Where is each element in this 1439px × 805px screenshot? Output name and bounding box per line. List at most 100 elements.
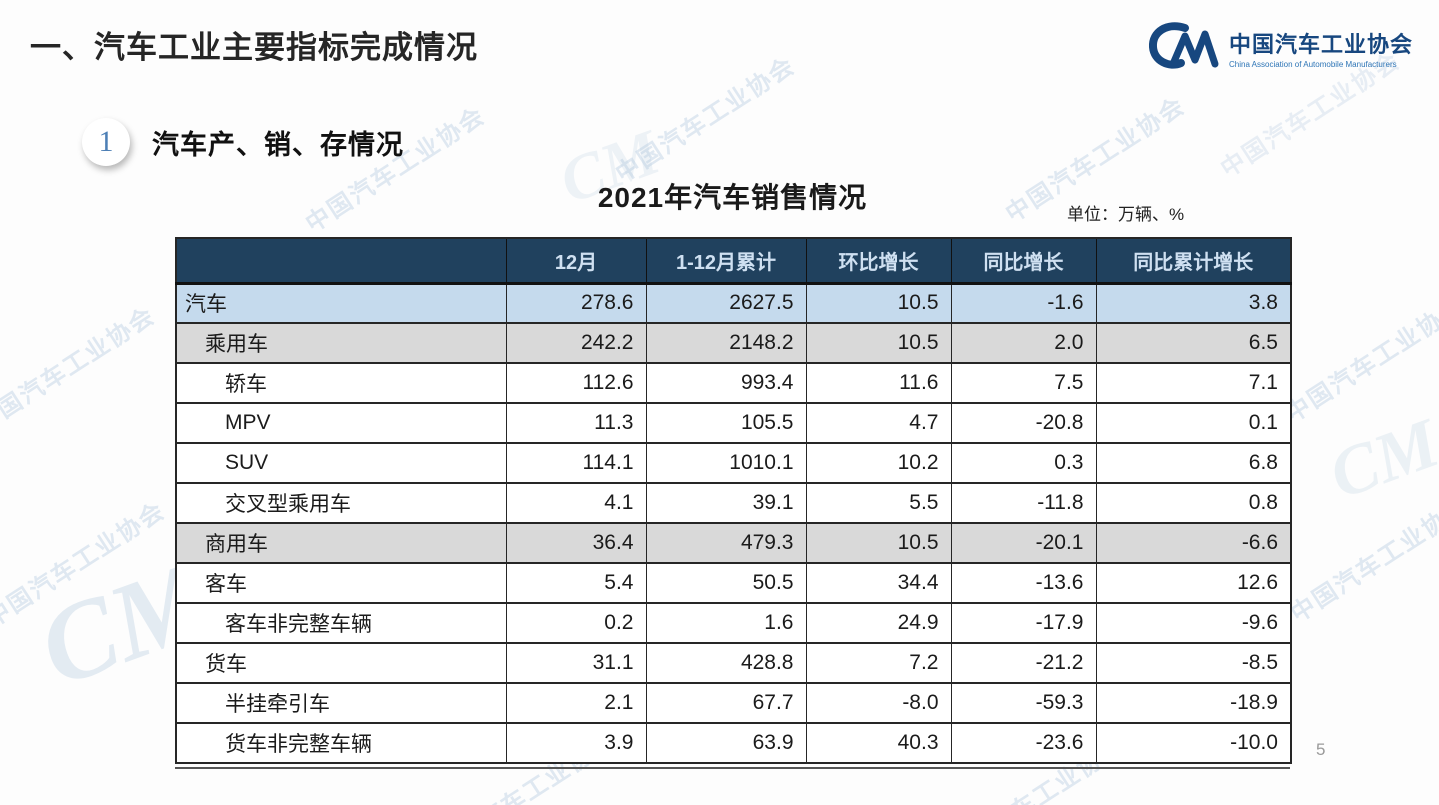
row-label: 客车 <box>175 562 507 604</box>
row-value: -20.1 <box>950 522 1097 564</box>
caam-logo-icon <box>1147 20 1221 75</box>
table-header-row: 12月 1-12月累计 环比增长 同比增长 同比累计增长 <box>175 237 1292 285</box>
row-value: 2627.5 <box>645 282 807 324</box>
row-value: 0.1 <box>1095 402 1292 444</box>
section-heading: 1 汽车产、销、存情况 <box>82 118 404 166</box>
watermark-text: 中国汽车工业协会 <box>1281 292 1439 428</box>
table-row: 轿车 112.6 993.4 11.6 7.5 7.1 <box>175 362 1292 404</box>
table-bottom-rule <box>175 767 1290 769</box>
row-value: -21.2 <box>950 642 1097 684</box>
row-value: 34.4 <box>805 562 952 604</box>
row-value: 2.0 <box>950 322 1097 364</box>
row-value: 10.2 <box>805 442 952 484</box>
watermark-text: 中国汽车工业协会 <box>0 497 171 633</box>
row-value: 63.9 <box>645 722 807 764</box>
row-value: 31.1 <box>505 642 647 684</box>
row-value: 278.6 <box>505 282 647 324</box>
table-row: 半挂牵引车 2.1 67.7 -8.0 -59.3 -18.9 <box>175 682 1292 724</box>
watermark-logo-mark: CM <box>1319 404 1439 515</box>
logo-name-cn: 中国汽车工业协会 <box>1228 31 1413 57</box>
logo-name-en: China Association of Automobile Manufact… <box>1228 59 1397 69</box>
row-label: 半挂牵引车 <box>175 682 507 724</box>
row-value: -6.6 <box>1095 522 1292 564</box>
row-label: 客车非完整车辆 <box>175 602 507 644</box>
row-value: 2148.2 <box>645 322 807 364</box>
row-value: -20.8 <box>950 402 1097 444</box>
sales-table: 12月 1-12月累计 环比增长 同比增长 同比累计增长 汽车 278.6 2627.5 10… <box>175 237 1292 764</box>
watermark-text: 中国汽车工业协会 <box>1286 492 1439 628</box>
table-row: MPV 11.3 105.5 4.7 -20.8 0.1 <box>175 402 1292 444</box>
row-value: 7.5 <box>950 362 1097 404</box>
section-title: 汽车产、销、存情况 <box>152 129 404 160</box>
row-value: 3.8 <box>1095 282 1292 324</box>
column-header: 同比累计增长 <box>1095 237 1292 285</box>
row-value: 10.5 <box>805 522 952 564</box>
row-label: 汽车 <box>175 282 507 324</box>
row-value: 24.9 <box>805 602 952 644</box>
row-value: -13.6 <box>950 562 1097 604</box>
unit-note: 单位：万辆、% <box>1067 205 1185 224</box>
row-label: 轿车 <box>175 362 507 404</box>
column-header: 环比增长 <box>805 237 952 285</box>
row-value: 7.2 <box>805 642 952 684</box>
row-value: 39.1 <box>645 482 807 524</box>
row-label: MPV <box>175 402 507 444</box>
row-value: -18.9 <box>1095 682 1292 724</box>
row-value: 11.3 <box>505 402 647 444</box>
sales-table-body: 汽车 278.6 2627.5 10.5 -1.6 3.8 乘用车 242.2 2148.2 10… <box>175 282 1292 764</box>
row-value: 6.8 <box>1095 442 1292 484</box>
row-value: 4.7 <box>805 402 952 444</box>
page-title: 一、汽车工业主要指标完成情况 <box>30 30 478 65</box>
row-label: 乘用车 <box>175 322 507 364</box>
row-value: 12.6 <box>1095 562 1292 604</box>
row-label: 货车 <box>175 642 507 684</box>
table-row: 货车 31.1 428.8 7.2 -21.2 -8.5 <box>175 642 1292 684</box>
row-value: -59.3 <box>950 682 1097 724</box>
row-value: 242.2 <box>505 322 647 364</box>
column-header: 同比增长 <box>950 237 1097 285</box>
row-value: 6.5 <box>1095 322 1292 364</box>
row-label: 交叉型乘用车 <box>175 482 507 524</box>
row-value: -11.8 <box>950 482 1097 524</box>
row-value: -10.0 <box>1095 722 1292 764</box>
row-value: 1.6 <box>645 602 807 644</box>
row-value: 5.5 <box>805 482 952 524</box>
row-value: 40.3 <box>805 722 952 764</box>
row-value: 7.1 <box>1095 362 1292 404</box>
row-value: 3.9 <box>505 722 647 764</box>
row-value: 10.5 <box>805 322 952 364</box>
row-value: -23.6 <box>950 722 1097 764</box>
watermark-text: 中国汽车工业协会 <box>611 52 801 188</box>
table-row: 交叉型乘用车 4.1 39.1 5.5 -11.8 0.8 <box>175 482 1292 524</box>
row-value: 11.6 <box>805 362 952 404</box>
section-number-badge: 1 <box>82 118 130 166</box>
table-row: 客车 5.4 50.5 34.4 -13.6 12.6 <box>175 562 1292 604</box>
watermark-text: 中国汽车工业协会 <box>0 302 161 438</box>
row-value: -1.6 <box>950 282 1097 324</box>
row-label: 货车非完整车辆 <box>175 722 507 764</box>
row-value: 1010.1 <box>645 442 807 484</box>
row-value: 479.3 <box>645 522 807 564</box>
row-value: 993.4 <box>645 362 807 404</box>
row-value: 5.4 <box>505 562 647 604</box>
table-row: 商用车 36.4 479.3 10.5 -20.1 -6.6 <box>175 522 1292 564</box>
row-value: 67.7 <box>645 682 807 724</box>
page-number: 5 <box>1316 740 1326 759</box>
row-value: 0.8 <box>1095 482 1292 524</box>
row-value: -17.9 <box>950 602 1097 644</box>
column-header: 1-12月累计 <box>645 237 807 285</box>
row-value: 428.8 <box>645 642 807 684</box>
row-value: 112.6 <box>505 362 647 404</box>
table-row: 乘用车 242.2 2148.2 10.5 2.0 6.5 <box>175 322 1292 364</box>
row-value: 114.1 <box>505 442 647 484</box>
row-value: 10.5 <box>805 282 952 324</box>
row-label: 商用车 <box>175 522 507 564</box>
table-row: 货车非完整车辆 3.9 63.9 40.3 -23.6 -10.0 <box>175 722 1292 764</box>
row-value: -8.0 <box>805 682 952 724</box>
caam-logo: 中国汽车工业协会 China Association of Automobile… <box>1147 20 1413 75</box>
row-value: -8.5 <box>1095 642 1292 684</box>
row-value: 0.3 <box>950 442 1097 484</box>
column-header-empty <box>175 237 507 285</box>
column-header: 12月 <box>505 237 647 285</box>
